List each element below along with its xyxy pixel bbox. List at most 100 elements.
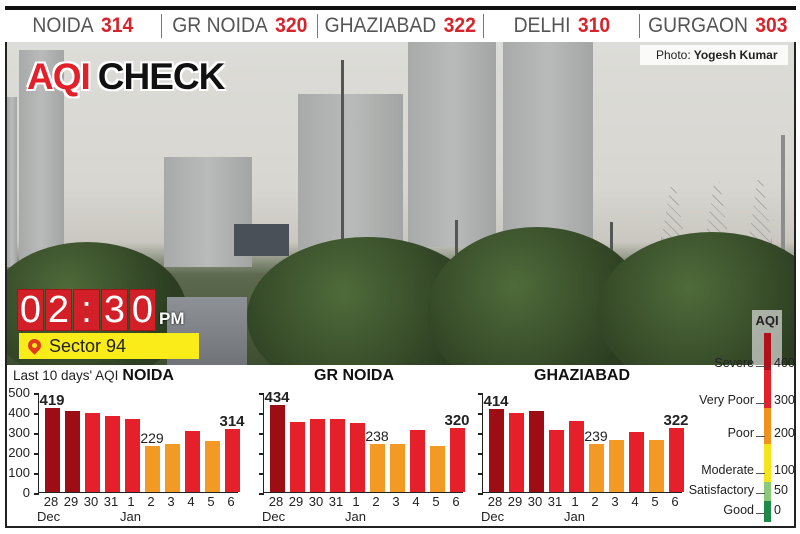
credit-label: Photo: [656, 48, 691, 62]
bar-value-label: 434 [264, 389, 290, 407]
bar-value-label: 414 [483, 393, 509, 411]
bar [270, 405, 285, 492]
location-label: Sector 94 [49, 335, 127, 356]
month-label-jan: Jan [564, 509, 585, 524]
x-tick-label: 6 [671, 494, 679, 509]
y-tick [259, 393, 264, 395]
y-tick [259, 433, 264, 435]
billboard [234, 224, 289, 256]
y-tick-label: 0 [22, 485, 30, 500]
legend-level-value: 400 [774, 356, 795, 370]
time-digit: 0 [17, 289, 44, 331]
time-digit: 2 [45, 289, 72, 331]
legend-level-value: 300 [774, 393, 795, 407]
bar-value-label: 322 [663, 411, 689, 429]
month-label-dec: Dec [481, 509, 505, 524]
city-aqi-value: 303 [755, 14, 788, 37]
bar [105, 416, 120, 492]
x-tick-label: 31 [547, 494, 563, 509]
bar [45, 408, 60, 492]
chimney [781, 135, 785, 255]
city-gr-noida: GR NOIDA 320 [168, 14, 311, 38]
city-name: NOIDA [32, 14, 94, 37]
light-pole [341, 60, 344, 270]
city-name: GR NOIDA [171, 14, 268, 37]
city-delhi: DELHI 310 [490, 14, 633, 38]
y-tick [34, 413, 39, 415]
bar [669, 427, 684, 492]
legend-leader-line [756, 366, 765, 367]
time-digit: 0 [129, 289, 156, 331]
x-tick-label: 30 [308, 494, 324, 509]
city-gurgaon: GURGAON 303 [647, 14, 790, 38]
legend-color-segment [764, 444, 771, 482]
x-tick-label: 31 [328, 494, 344, 509]
map-pin-icon [25, 335, 44, 355]
y-tick [34, 453, 39, 455]
bar-value-label: 229 [140, 430, 164, 447]
city-name: DELHI [513, 14, 571, 37]
city-aqi-value: 310 [577, 14, 610, 37]
chart-axis [34, 393, 240, 495]
legend-color-segment [764, 482, 771, 501]
bar [370, 444, 385, 492]
bar [205, 441, 220, 492]
month-label-jan: Jan [120, 509, 141, 524]
x-tick-label: 3 [611, 494, 619, 509]
x-tick-label: 1 [571, 494, 579, 509]
bar [629, 432, 644, 492]
city-ghaziabad: GHAZIABAD 322 [325, 14, 476, 38]
legend-level-value: 100 [774, 463, 795, 477]
y-tick [478, 473, 483, 475]
legend-level-label: Moderate [701, 463, 754, 477]
bar [489, 409, 504, 492]
x-tick-label: 4 [187, 494, 195, 509]
time-suffix: PM [159, 309, 185, 328]
divider [482, 14, 484, 38]
bar-value-label: 320 [444, 412, 470, 429]
time-digit: 3 [101, 289, 128, 331]
aqi-scale-legend: AQI Severe 400 Very Poor 300 Poor 200 Moderate… [689, 310, 796, 526]
legend-title: AQI [755, 313, 779, 328]
x-tick-label: 2 [591, 494, 599, 509]
x-tick-label: 1 [127, 494, 135, 509]
title-aqi: AQI [27, 56, 91, 97]
city-aqi-value: 320 [274, 14, 308, 37]
legend-level-value: 50 [774, 483, 788, 497]
chart-title: Last 10 days' AQI NOIDA [13, 367, 174, 385]
bar [225, 429, 240, 492]
legend-level-label: Good [723, 503, 754, 517]
title-check: CHECK [97, 56, 226, 97]
y-tick [478, 413, 483, 415]
city-noida: NOIDA 314 [11, 14, 154, 38]
x-tick-label: 28 [268, 494, 284, 509]
building [7, 97, 17, 267]
location-tag: Sector 94 [19, 333, 199, 359]
bar [569, 421, 584, 492]
y-tick [34, 493, 39, 495]
city-aqi-value: 314 [100, 14, 134, 37]
x-tick-label: 2 [147, 494, 155, 509]
x-tick-label: 29 [63, 494, 79, 509]
y-tick-label: 100 [8, 465, 30, 480]
bar-value-label: 314 [219, 413, 245, 431]
legend-level-label: Very Poor [699, 393, 754, 407]
bar [549, 430, 564, 492]
charts-panel: Last 10 days' AQI NOIDA 500 400 300 200 100 0 2… [7, 365, 794, 526]
bar [350, 423, 365, 492]
chart-title: GHAZIABAD [534, 367, 630, 384]
bar [529, 411, 544, 492]
x-tick-label: 1 [352, 494, 360, 509]
y-tick [34, 473, 39, 475]
legend-level-label: Poor [727, 426, 754, 440]
x-tick-label: 3 [392, 494, 400, 509]
smog-skyline-photo [7, 42, 794, 365]
city-aqi-strip: NOIDA 314 GR NOIDA 320 GHAZIABAD 322 DELHI 3… [5, 6, 796, 42]
legend-level-value: 200 [774, 426, 795, 440]
divider [317, 14, 319, 38]
bar [65, 411, 80, 492]
chart-prefix: Last 10 days' AQI [13, 368, 119, 383]
x-tick-label: 28 [487, 494, 503, 509]
legend-leader-line [756, 436, 765, 437]
y-tick [259, 413, 264, 415]
